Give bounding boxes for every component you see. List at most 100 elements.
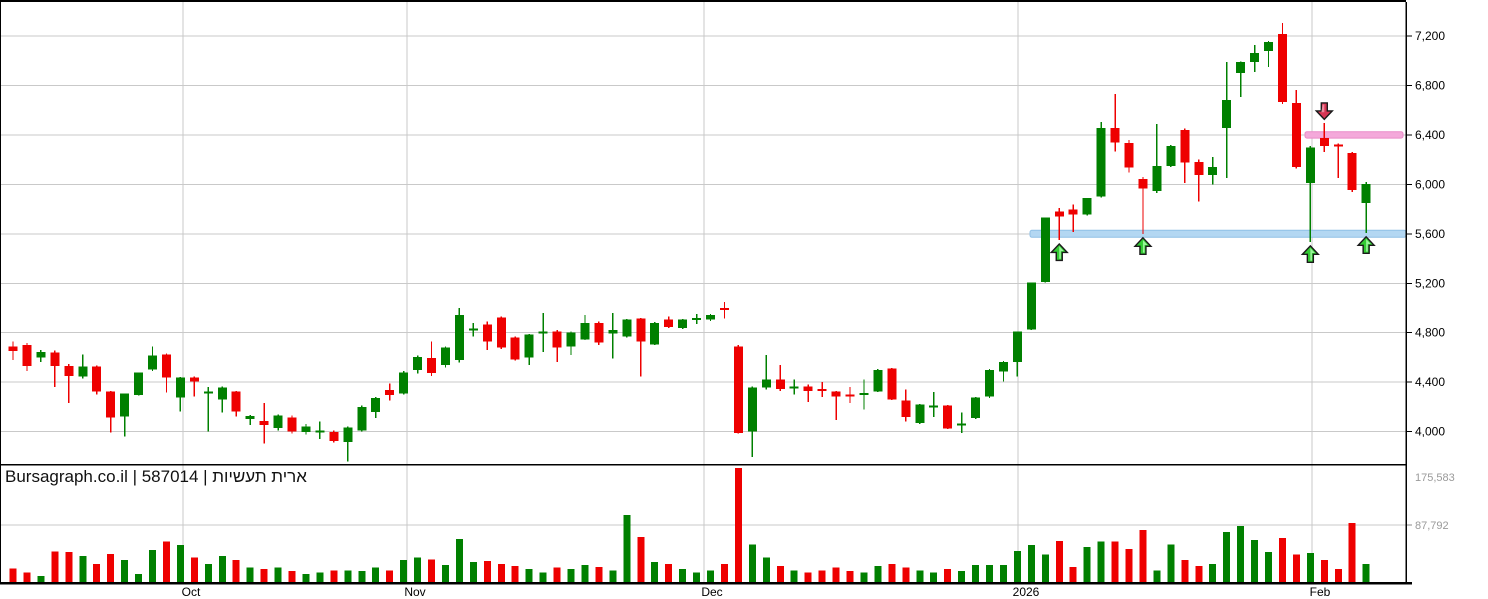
candle-body (915, 404, 925, 423)
volume-bar (846, 570, 854, 582)
candle-body (594, 322, 604, 343)
candle-body (1361, 183, 1371, 203)
candle-body (371, 398, 381, 412)
candle-body (985, 369, 994, 397)
candle-body (413, 356, 423, 370)
volume-bar (720, 563, 728, 582)
volume-bar (232, 559, 240, 582)
candle-body (106, 391, 116, 418)
candle-body (1138, 178, 1148, 189)
price-axis-label: 4,400 (1415, 375, 1445, 389)
candle-body (566, 332, 576, 347)
volume-bar (860, 572, 868, 582)
volume-bar (358, 570, 366, 582)
volume-bar (999, 565, 1007, 582)
candle-body (998, 361, 1008, 372)
volume-bar (1139, 530, 1147, 582)
candle-body (775, 379, 785, 389)
volume-bar (302, 574, 310, 582)
volume-axis-label: 175,583 (1415, 472, 1455, 484)
volume-bar (1013, 550, 1021, 582)
candle-body (64, 366, 74, 376)
price-axis-label: 4,800 (1415, 326, 1445, 340)
candle-body (287, 417, 297, 432)
candle-body (859, 393, 869, 396)
volume-bar (65, 552, 73, 582)
candle-body (706, 314, 715, 320)
volume-bar (288, 570, 296, 582)
candle-body (301, 426, 311, 433)
candle-body (1250, 53, 1260, 62)
candle-body (831, 391, 841, 397)
volume-bar (37, 576, 45, 582)
candle-body (957, 423, 967, 426)
volume-bar (204, 563, 212, 582)
volume-bar (748, 544, 756, 582)
candle-body (943, 405, 953, 429)
volume-bar (623, 515, 631, 582)
volume-bar (93, 563, 101, 582)
candle-body (231, 391, 241, 412)
x-axis-label: Nov (404, 585, 425, 599)
candle-body (189, 377, 199, 382)
volume-bar (176, 544, 184, 582)
candle-body (510, 337, 520, 360)
volume-bar (1097, 541, 1105, 582)
volume-bar (888, 563, 896, 582)
volume-bar (1125, 548, 1133, 582)
volume-bar (428, 559, 435, 582)
candle-body (148, 355, 157, 370)
volume-bar (1306, 552, 1314, 582)
volume-bar (441, 565, 449, 582)
price-axis-label: 6,400 (1415, 128, 1445, 142)
candle-body (343, 427, 353, 443)
candle-body (538, 331, 548, 334)
volume-bar (1181, 559, 1189, 582)
candle-body (1012, 331, 1022, 362)
candle-body (496, 317, 506, 348)
candle-body (357, 406, 367, 431)
candle-body (1054, 211, 1064, 217)
candle-body (524, 334, 534, 358)
candle-body (873, 369, 883, 392)
candle-body (217, 387, 227, 400)
volume-bar (246, 567, 254, 582)
volume-bar (23, 572, 31, 582)
candle-body (650, 322, 660, 345)
volume-bar (1278, 537, 1286, 582)
volume-bar (1209, 563, 1217, 582)
candle-body (1291, 102, 1301, 167)
volume-bar (330, 570, 338, 582)
volume-bar (1334, 569, 1342, 582)
volume-bar (762, 557, 770, 582)
candle-body (161, 354, 171, 378)
candle-body (636, 318, 646, 342)
buy-signal-up-arrow-icon (1133, 236, 1153, 256)
candle-body (1068, 209, 1078, 215)
volume-bar (986, 565, 993, 582)
volume-bar (1320, 559, 1328, 582)
volume-bar (595, 567, 603, 582)
candle-body (259, 421, 269, 425)
volume-bar (790, 570, 798, 582)
candle-body (803, 386, 813, 391)
volume-bar (1348, 522, 1356, 582)
volume-bar (1027, 544, 1035, 582)
candle-body (1096, 128, 1106, 197)
volume-bar (818, 570, 826, 582)
candle-body (134, 372, 144, 395)
candle-body (1124, 142, 1134, 168)
candle-body (678, 319, 688, 328)
candle-body (580, 322, 590, 340)
candle-body (552, 331, 562, 348)
candle-body (36, 351, 46, 358)
candle-body (761, 379, 771, 388)
price-axis-label: 7,200 (1415, 29, 1445, 43)
volume-bar (483, 561, 491, 582)
candle-body (440, 347, 450, 365)
volume-bar (149, 550, 156, 582)
volume-bar (9, 568, 17, 582)
price-axis-label: 6,000 (1415, 177, 1445, 191)
